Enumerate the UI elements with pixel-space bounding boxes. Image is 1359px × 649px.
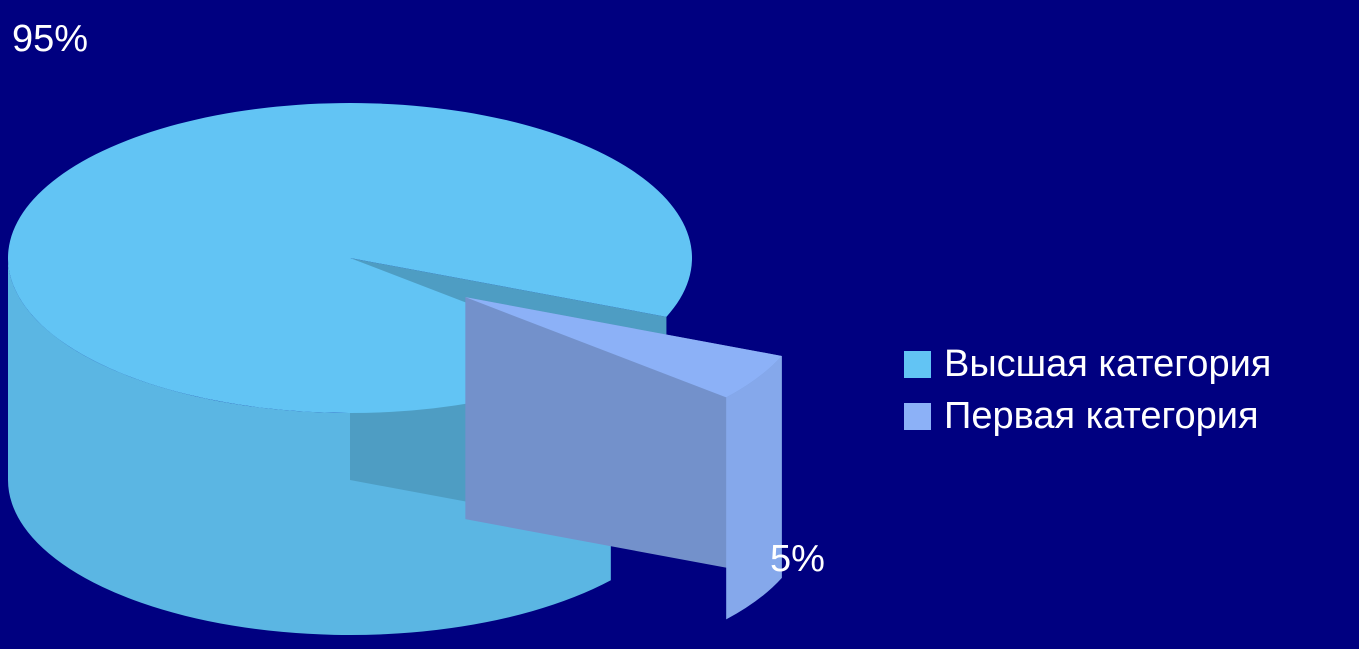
legend-swatch-pervaya	[904, 402, 931, 430]
slice-side-vysshaya	[8, 258, 611, 636]
legend-label-pervaya: Первая категория	[944, 395, 1259, 437]
legend-label-vysshaya: Высшая категория	[944, 343, 1272, 385]
legend-item-vysshaya: Высшая категория	[904, 338, 1271, 390]
legend: Высшая категория Первая категория	[904, 338, 1271, 442]
legend-item-pervaya: Первая категория	[904, 390, 1271, 442]
data-label-vysshaya: 95%	[12, 18, 89, 60]
slice-top-pervaya	[465, 297, 782, 398]
data-label-pervaya: 5%	[770, 538, 825, 580]
slice-side-pervaya	[726, 355, 782, 620]
legend-swatch-vysshaya	[904, 350, 931, 378]
